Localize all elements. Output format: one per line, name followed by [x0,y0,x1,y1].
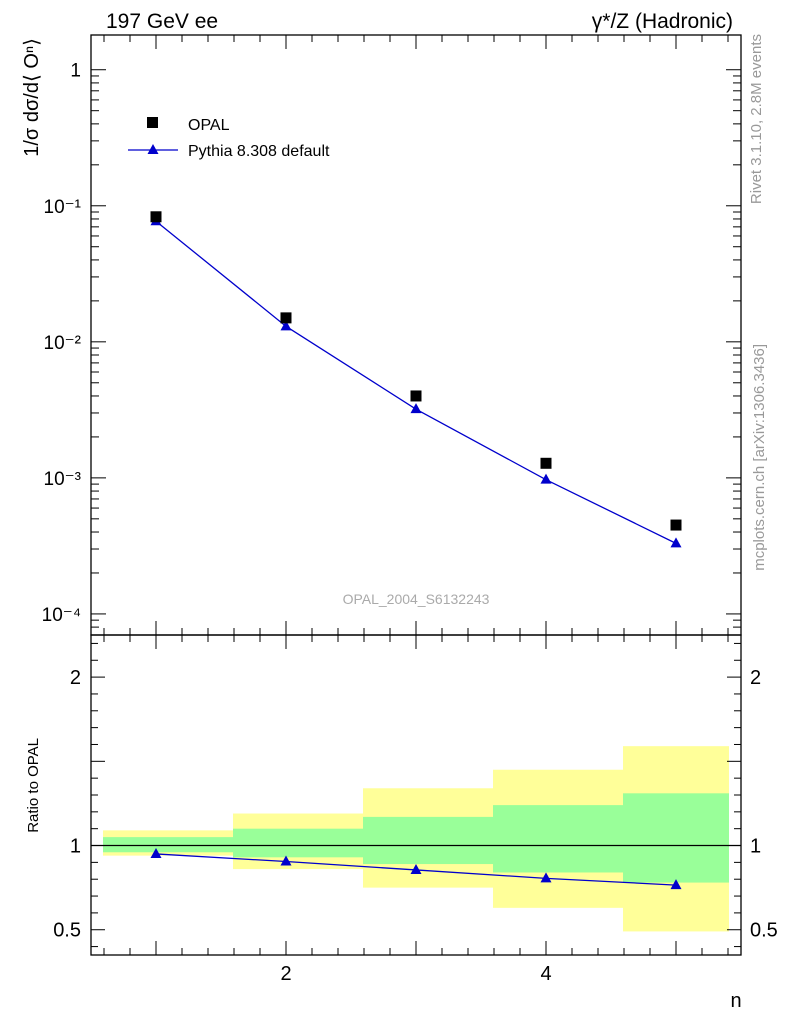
green-band-1 [103,837,233,853]
pythia-line [155,220,677,544]
top-y-tick-label: 10⁻³ [44,469,82,490]
opal-point [540,457,552,469]
opal-point [410,390,422,402]
ratio-y-tick-label-right: 0.5 [750,920,778,942]
header-right: γ*/Z (Hadronic) [592,10,733,33]
tick-labels: 1 10⁻¹ 10⁻² 10⁻³ 10⁻⁴ 0.5 0.5 1 1 2 2 2 4 [42,61,778,985]
pythia-point [670,537,682,548]
legend-opal-label: OPAL [188,117,230,134]
pythia-point [540,473,552,484]
ratio-pythia-point [150,847,162,858]
green-band-3 [363,816,493,865]
analysis-watermark: OPAL_2004_S6132243 [343,591,490,607]
mcplots-label: mcplots.cern.ch [arXiv:1306.3436] [751,344,768,571]
ratio-ylabel: Ratio to OPAL [25,738,42,833]
ratio-y-tick-label-left: 1 [70,836,81,858]
legend-pythia-marker [147,144,159,154]
legend-opal-marker [147,117,158,128]
ratio-pythia-point [410,863,422,874]
top-y-tick-label: 10⁻⁴ [42,605,81,626]
top-ylabel: 1/σ dσ/d⟨ Oⁿ⟩ [21,38,43,157]
top-y-tick-label: 10⁻¹ [44,197,82,218]
ratio-pythia-point [670,879,682,890]
green-band-5 [623,793,729,883]
data-series [150,211,682,890]
pythia-point [410,403,422,414]
x-tick-label: 2 [280,963,291,985]
opal-point [280,312,292,324]
green-band-2 [233,828,363,858]
x-tick-label: 4 [540,963,551,985]
legend: OPAL Pythia 8.308 default [128,117,330,160]
ratio-pythia-point [540,872,552,883]
top-y-tick-label: 1 [70,61,81,82]
opal-point [150,211,162,223]
top-y-tick-label: 10⁻² [44,333,82,354]
rivet-label: Rivet 3.1.10, 2.8M events [748,34,765,204]
header-left: 197 GeV ee [106,10,218,33]
ratio-y-tick-label-right: 2 [750,667,761,689]
legend-pythia-label: Pythia 8.308 default [188,143,330,160]
ratio-y-tick-label-left: 2 [70,667,81,689]
axis-ticks [91,35,741,955]
uncertainty-bands [91,746,741,932]
ratio-y-tick-label-left: 0.5 [53,920,81,942]
xlabel: n [730,990,741,1012]
pythia-point [280,320,292,331]
ratio-y-tick-label-right: 1 [750,836,761,858]
opal-point [670,519,682,531]
ratio-pythia-point [280,855,292,866]
green-band-4 [493,805,623,873]
